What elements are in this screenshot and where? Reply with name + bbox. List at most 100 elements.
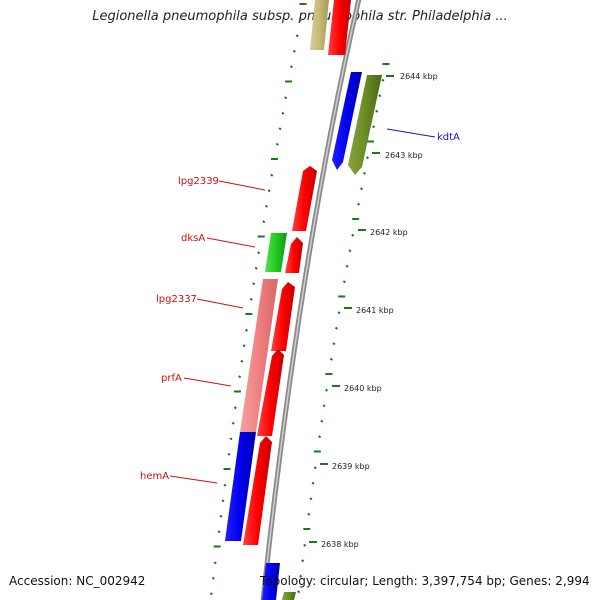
outer-tick-14 [342,280,346,284]
outer-tick-28 [309,497,313,501]
outer-tick-22 [322,404,326,408]
inner-tick-22 [242,344,246,348]
gene-bottom-blue-arrow[interactable] [262,563,280,600]
outer-tick-track [297,63,390,594]
inner-tick-19 [249,297,253,301]
gene-bottom-olive-arrow[interactable] [282,592,296,600]
gene-label-dksA[interactable]: dksA [181,233,205,244]
inner-tick-9 [275,142,279,146]
inner-tick-28 [229,437,233,441]
scale-label-2644: 2644 kbp [400,72,438,81]
backbone-highlight [262,0,360,600]
outer-tick-23 [320,419,324,423]
inner-tick-32 [221,499,225,503]
inner-tick-18 [252,282,256,286]
outer-tick-7 [362,171,367,175]
gene-label-prfA[interactable]: prfA [161,373,182,384]
outer-tick-4 [372,125,376,129]
inner-tick-34 [217,530,221,534]
outer-tick-6 [365,156,370,160]
inner-tick-23 [240,359,244,363]
outer-tick-27 [311,481,315,485]
inner-tick-4 [289,65,293,69]
gene-hemA-neighbor-arrow[interactable] [243,436,272,545]
inner-tick-1 [298,18,302,22]
scale-label-2642: 2642 kbp [370,228,408,237]
scale-label-2640: 2640 kbp [344,384,382,393]
gene-dksA-neighbor-arrow[interactable] [285,237,303,273]
gene-lpg2337-neighbor-arrow[interactable] [271,282,295,351]
scale-label-2639: 2639 kbp [332,462,370,471]
gene-label-kdtA[interactable]: kdtA [437,132,460,143]
outer-tick-21 [324,388,329,392]
outer-tick-26 [313,466,317,470]
inner-tick-31 [223,483,227,487]
inner-tick-3 [292,49,296,53]
lpg2337-leader [196,298,244,309]
outer-tick-18 [332,342,336,346]
lpg2339-leader [218,180,266,191]
inner-tick-17 [254,266,258,270]
gene-dksA-arrow[interactable] [265,233,287,272]
outer-tick-2 [378,94,382,98]
gene-label-hemA[interactable]: hemA [140,471,169,482]
inner-tick-11 [270,173,274,177]
outer-tick-32 [301,559,305,563]
outer-tick-19 [329,357,333,361]
outer-tick-1 [381,78,385,82]
outer-tick-16 [337,311,341,315]
scale-label-2643: 2643 kbp [385,151,423,160]
outer-tick-34 [297,590,301,594]
inner-tick-24 [238,375,242,379]
outer-tick-9 [356,202,361,206]
outer-tick-12 [348,249,352,253]
inner-tick-29 [227,452,231,456]
outer-tick-33 [299,574,303,578]
hemA-leader [169,475,218,484]
inner-tick-33 [219,514,223,518]
outer-tick-3 [375,109,379,113]
gene-kdtA-arrow[interactable] [332,72,362,170]
gene-olive-arrow[interactable] [348,75,382,175]
scale-label-2641: 2641 kbp [356,306,394,315]
inner-tick-8 [278,127,282,131]
outer-tick-17 [334,326,338,330]
map-title: Legionella pneumophila subsp. pneumophil… [92,9,508,24]
inner-tick-2 [295,34,299,38]
scale-label-2638: 2638 kbp [321,540,359,549]
gene-lpg2337-arrow[interactable] [240,279,278,432]
inner-tick-38 [209,592,213,596]
gene-label-lpg2337[interactable]: lpg2337 [156,294,197,305]
inner-tick-7 [281,111,285,115]
inner-tick-12 [267,189,271,193]
kdtA-leader [386,128,436,138]
topology-text: Topology: circular; Length: 3,397,754 bp… [260,574,590,588]
inner-tick-6 [284,96,288,100]
gene-top-red-arrow[interactable] [328,0,351,55]
inner-tick-14 [262,220,266,224]
outer-tick-29 [307,512,311,516]
dksA-leader [206,237,256,248]
inner-tick-37 [211,576,215,580]
outer-tick-11 [351,233,355,237]
gene-label-lpg2339[interactable]: lpg2339 [178,176,219,187]
inner-tick-36 [213,561,217,565]
inner-tick-track [209,3,307,596]
prfA-leader [183,377,232,387]
gene-top-khaki-arrow[interactable] [310,0,329,50]
outer-tick-31 [303,543,307,547]
gene-lpg2339-arrow[interactable] [292,166,317,231]
gene-hemA-arrow[interactable] [225,432,256,541]
outer-tick-24 [318,435,322,439]
gene-prfA-arrow[interactable] [257,349,284,436]
outer-tick-13 [345,264,349,268]
inner-tick-26 [233,406,237,410]
inner-tick-13 [264,204,268,208]
accession-text: Accession: NC_002942 [9,574,146,588]
outer-tick-8 [359,187,364,191]
inner-tick-21 [244,328,249,332]
backbone-circle [260,0,362,600]
inner-tick-16 [257,251,261,255]
inner-tick-27 [231,421,235,425]
